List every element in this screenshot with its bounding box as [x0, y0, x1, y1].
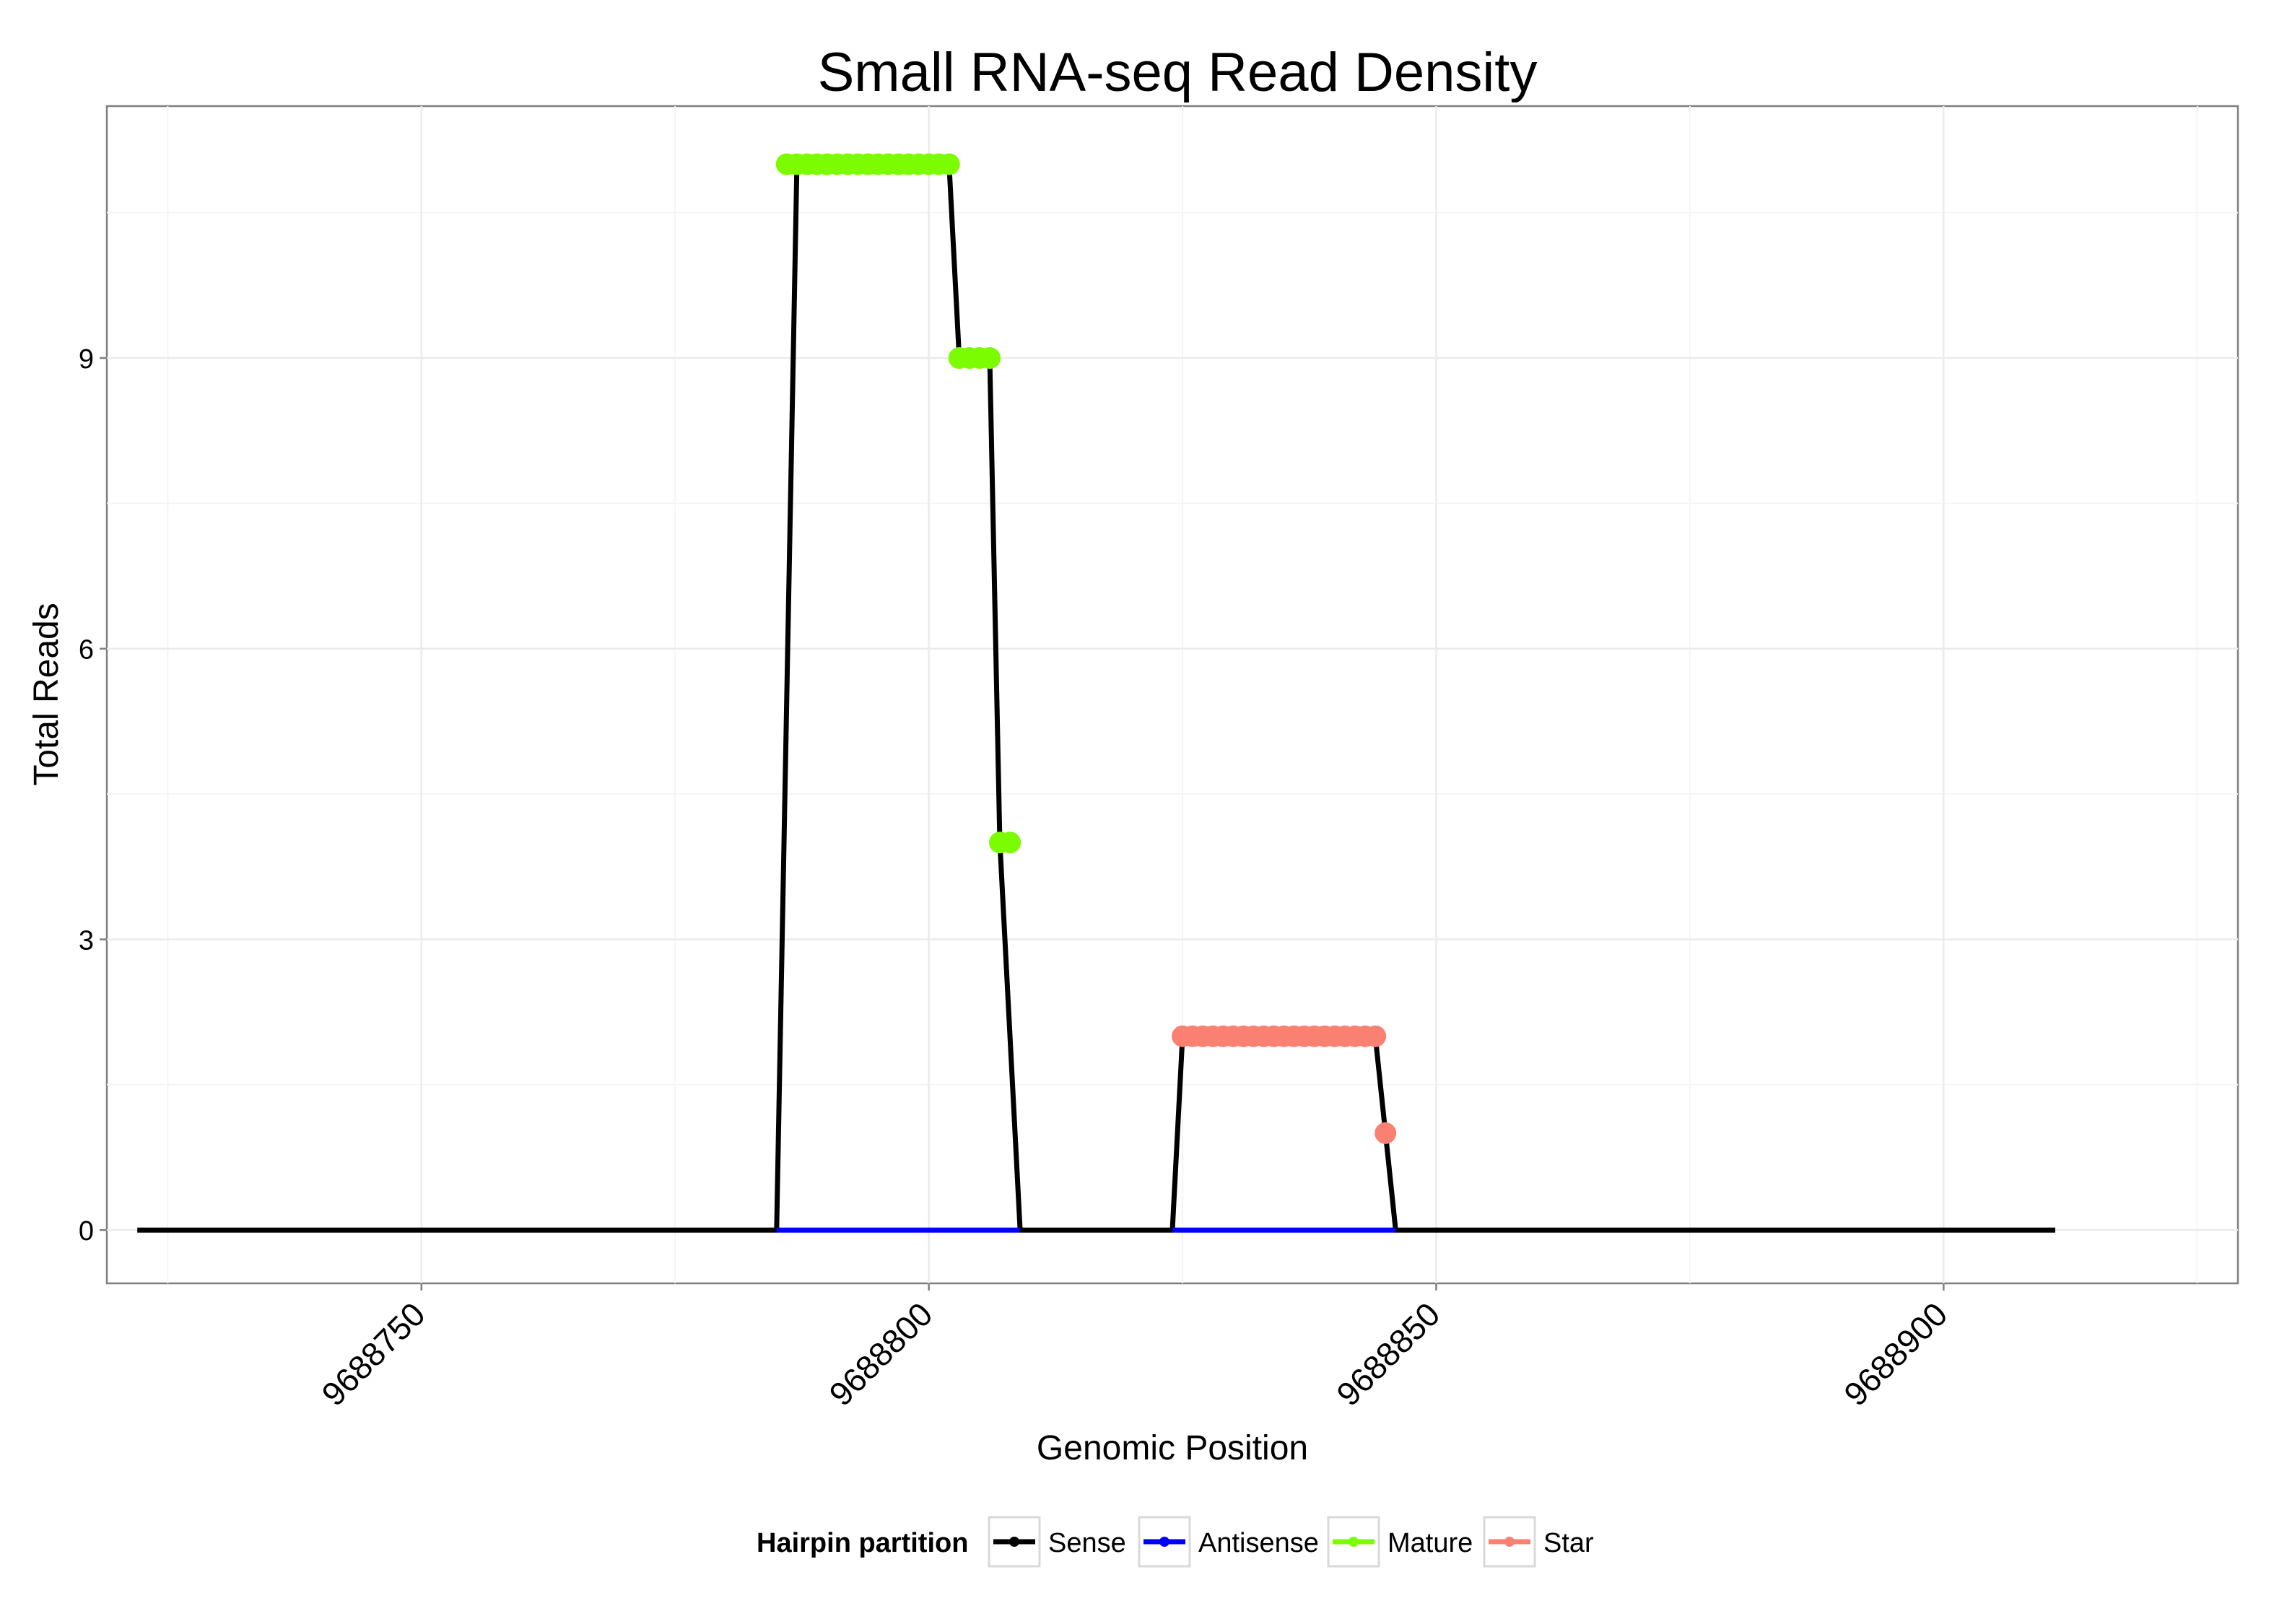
legend-label-sense: Sense [1048, 1528, 1126, 1558]
legend-label-antisense: Antisense [1198, 1528, 1319, 1558]
x-tick-label: 9688750 [314, 1295, 432, 1413]
x-tick-label: 9688850 [1329, 1295, 1447, 1413]
plot-panel [105, 105, 2239, 1285]
legend-dot-mature [1349, 1537, 1359, 1547]
x-tick-label: 9688800 [822, 1295, 939, 1413]
legend-dot-antisense [1159, 1537, 1169, 1547]
y-tick-label: 0 [79, 1216, 94, 1247]
series-layer [137, 153, 2055, 1233]
star-data-point [1375, 1122, 1397, 1144]
legend-dot-star [1504, 1537, 1515, 1547]
x-tick-label: 9688900 [1837, 1295, 1954, 1413]
chart-title: Small RNA-seq Read Density [818, 42, 1538, 103]
mature-data-point [999, 831, 1021, 854]
star-data-point [1364, 1025, 1387, 1047]
x-axis: 9688750 9688800 9688850 9688900 [314, 1283, 1954, 1413]
y-tick-label: 6 [79, 635, 94, 665]
minor-gridlines [107, 106, 2238, 1283]
x-axis-label: Genomic Position [1037, 1429, 1308, 1467]
legend-label-star: Star [1543, 1528, 1594, 1558]
y-axis-label: Total Reads [27, 603, 66, 785]
legend-label-mature: Mature [1388, 1528, 1473, 1558]
y-tick-label: 3 [79, 925, 94, 956]
y-tick-label: 9 [79, 344, 94, 375]
mature-data-point [938, 153, 960, 175]
y-axis: 0 3 6 9 [79, 344, 107, 1247]
mature-data-point [978, 347, 1001, 370]
legend-title: Hairpin partition [757, 1528, 968, 1558]
legend-dot-sense [1009, 1537, 1019, 1547]
legend: Hairpin partition Sense Antisense Mature Sta… [757, 1516, 1594, 1568]
